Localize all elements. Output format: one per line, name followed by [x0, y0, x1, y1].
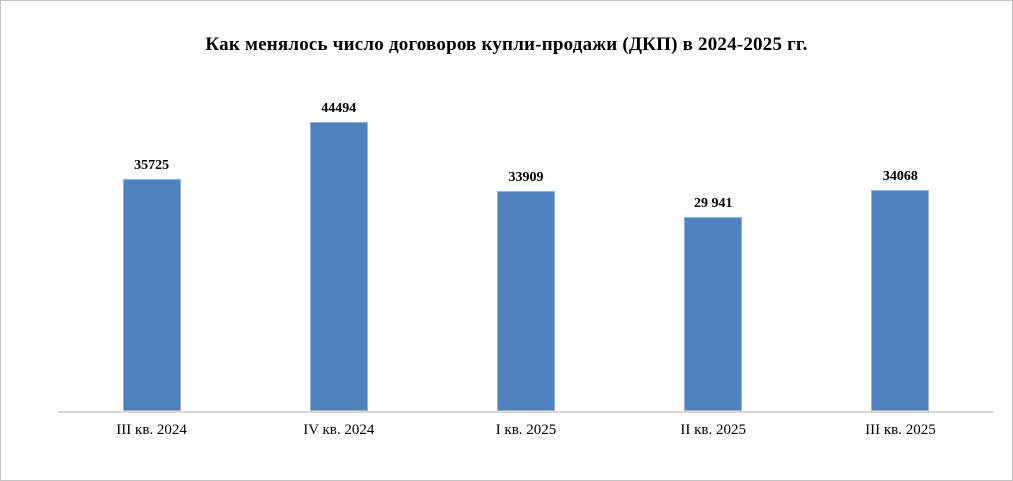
bar-column: 33909 — [432, 1, 619, 411]
bar — [309, 122, 368, 411]
x-axis-label: IV кв. 2024 — [303, 422, 375, 438]
category-axis: III кв. 2024 IV кв. 2024 I кв. 2025 II кв. … — [58, 422, 994, 439]
x-axis-label: III кв. 2024 — [116, 422, 187, 438]
x-axis-line — [58, 411, 994, 413]
bar-value-label: 33909 — [508, 170, 544, 185]
bar-value-label: 34068 — [882, 169, 918, 184]
bar — [497, 191, 555, 411]
x-axis-label: I кв. 2025 — [495, 422, 557, 438]
bar-column: 29 941 — [620, 1, 807, 411]
bar-value-label: 35725 — [134, 158, 170, 173]
bar — [684, 217, 743, 411]
bar-value-label: 29 941 — [693, 196, 733, 211]
x-axis-label: II кв. 2025 — [680, 422, 747, 438]
bar — [871, 190, 930, 411]
bar-column: 35725 — [58, 1, 245, 411]
plot-area: 35725 44494 33909 29 941 34068 — [58, 1, 994, 411]
bar-value-label: 44494 — [321, 101, 357, 116]
chart-title: Как менялось число договоров купли-прода… — [205, 34, 808, 55]
x-axis-label: III кв. 2025 — [865, 422, 936, 438]
bar — [122, 179, 181, 411]
bar-column: 34068 — [807, 1, 994, 411]
bar-column: 44494 — [245, 1, 432, 411]
